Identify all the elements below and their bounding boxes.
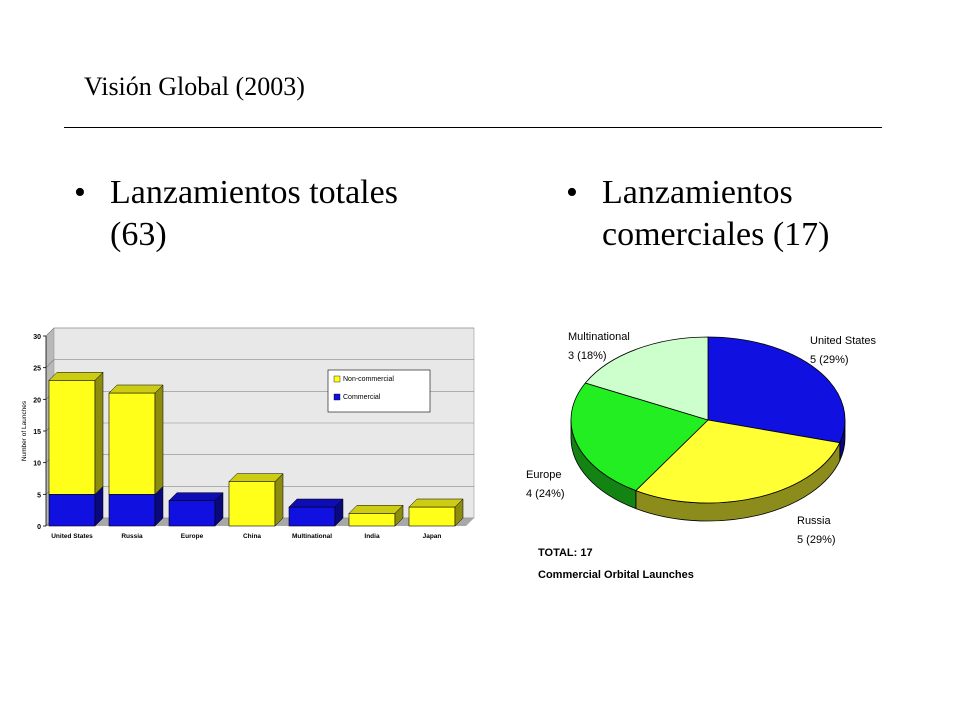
y-tick-label: 5 bbox=[37, 492, 41, 499]
bar-segment bbox=[108, 392, 156, 495]
bar-segment bbox=[48, 494, 96, 527]
bullet-text: Lanzamientos totales (63) bbox=[110, 174, 398, 253]
bar-segment bbox=[108, 494, 156, 527]
legend-label: Non-commercial bbox=[343, 376, 394, 383]
pie-caption: Commercial Orbital Launches bbox=[538, 569, 694, 581]
y-tick-label: 15 bbox=[33, 429, 41, 436]
legend-swatch bbox=[333, 375, 341, 383]
x-tick-label: Multinational bbox=[292, 533, 332, 540]
bar-segment bbox=[288, 506, 336, 527]
bullet-text: Lanzamientos comerciales (17) bbox=[602, 174, 830, 253]
x-tick-label: Russia bbox=[121, 533, 143, 540]
pie-slice-label: Multinational bbox=[568, 331, 630, 343]
stacked-bar-chart: 0 5 10 15 20 25 30 Number of Launches United Sta… bbox=[21, 327, 475, 540]
bar-segment bbox=[48, 380, 96, 495]
bar-top bbox=[108, 384, 164, 394]
pie-slice-value: 3 (18%) bbox=[568, 350, 607, 362]
bar-segment bbox=[228, 481, 276, 527]
bar-segment bbox=[348, 513, 396, 527]
y-axis-label: Number of Launches bbox=[21, 400, 28, 461]
bar-top bbox=[168, 492, 224, 501]
y-tick-label: 25 bbox=[33, 366, 41, 373]
grid-line-side bbox=[45, 359, 55, 368]
x-tick-label: Europe bbox=[181, 533, 204, 540]
bullet-marker: • bbox=[74, 174, 86, 211]
y-tick-label: 20 bbox=[33, 397, 41, 404]
grid-line-side bbox=[45, 327, 55, 337]
bar-segment-side bbox=[94, 371, 104, 495]
x-tick-label: India bbox=[364, 533, 380, 540]
bar-top bbox=[228, 473, 284, 482]
bar-top bbox=[408, 498, 464, 508]
x-tick-label: China bbox=[243, 533, 261, 540]
bullet-marker: • bbox=[566, 174, 578, 211]
bar-top bbox=[348, 505, 404, 514]
x-tick-label: Japan bbox=[423, 533, 442, 540]
pie-chart: United States 5 (29%) Russia 5 (29%) Europe 4… bbox=[526, 331, 877, 581]
x-tick-label: United States bbox=[51, 533, 93, 540]
pie-slice-value: 5 (29%) bbox=[810, 354, 849, 366]
bar-segment-side bbox=[274, 473, 284, 527]
pie-slice-value: 4 (24%) bbox=[526, 488, 565, 500]
y-tick-label: 10 bbox=[33, 461, 41, 468]
pie-slice-label: Europe bbox=[526, 469, 561, 481]
pie-slice bbox=[584, 336, 709, 421]
bar-segment bbox=[408, 506, 456, 527]
pie-slice bbox=[707, 336, 846, 444]
pie-slice-label: Russia bbox=[797, 515, 832, 527]
pie-total-label: TOTAL: 17 bbox=[538, 547, 593, 559]
legend-swatch bbox=[333, 393, 341, 401]
bar-segment-side bbox=[154, 384, 164, 495]
legend-label: Commercial bbox=[343, 394, 381, 401]
title-divider bbox=[64, 127, 882, 128]
pie-slice-value: 5 (29%) bbox=[797, 534, 836, 546]
bar-top bbox=[288, 498, 344, 508]
bar-segment bbox=[168, 500, 216, 527]
legend-box bbox=[327, 369, 431, 413]
bar-top bbox=[48, 372, 104, 381]
slide-title: Visión Global (2003) bbox=[84, 72, 305, 101]
y-tick-label: 0 bbox=[37, 524, 41, 531]
y-tick-label: 30 bbox=[33, 334, 41, 341]
pie-slice-label: United States bbox=[810, 335, 877, 347]
